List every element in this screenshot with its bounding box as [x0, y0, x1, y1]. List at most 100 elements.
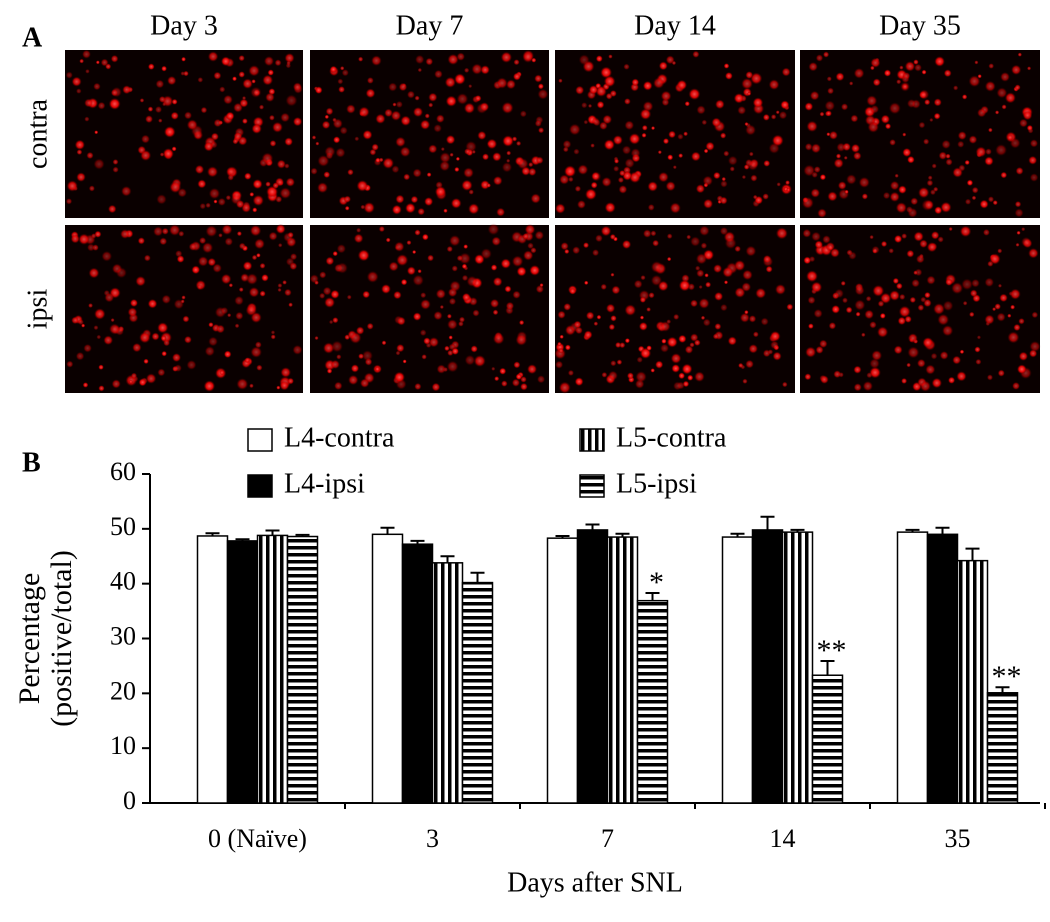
cell [804, 142, 813, 151]
cell [559, 334, 564, 339]
cell [445, 95, 457, 107]
cell [324, 114, 330, 120]
cell [564, 248, 570, 255]
cell [575, 326, 583, 335]
cell [692, 50, 700, 58]
cell [428, 337, 439, 348]
cell [174, 364, 182, 373]
cell [447, 53, 459, 66]
cell [325, 256, 335, 266]
cell [902, 71, 911, 80]
cell [583, 119, 589, 125]
cell [391, 204, 402, 215]
cell [197, 179, 207, 189]
cell [574, 185, 582, 192]
cell [974, 60, 979, 65]
cell [259, 262, 266, 269]
cell [362, 290, 371, 299]
cell [986, 374, 994, 381]
cell [487, 223, 500, 236]
cell [227, 174, 234, 181]
cell [982, 228, 990, 236]
cell [933, 112, 941, 120]
cell [853, 383, 862, 392]
cell [853, 67, 865, 79]
cell [208, 336, 218, 347]
cell [786, 303, 794, 311]
cell [250, 312, 262, 324]
cell [468, 189, 474, 195]
cell [715, 99, 725, 110]
cell [328, 319, 334, 325]
cell [332, 250, 338, 257]
cell [695, 184, 705, 194]
cell [111, 379, 121, 389]
cell [568, 176, 574, 183]
cell [1021, 227, 1026, 232]
cell [590, 143, 595, 148]
cell [842, 297, 848, 304]
cell [238, 54, 245, 62]
cell [336, 354, 342, 360]
y-axis-label: (positive/total) [45, 550, 78, 727]
cell [917, 304, 925, 312]
cell [420, 119, 431, 130]
row-label: contra [22, 98, 53, 169]
cell [827, 87, 835, 95]
cell [448, 297, 457, 306]
cell [147, 298, 158, 309]
cell [646, 345, 652, 351]
cell [616, 359, 623, 366]
cell [287, 377, 294, 385]
cell [719, 196, 728, 205]
cell [443, 208, 448, 214]
cell [203, 380, 216, 392]
cell [147, 63, 155, 71]
cell [720, 180, 728, 188]
cell [396, 316, 406, 326]
cell [924, 99, 931, 106]
cell [213, 71, 222, 80]
cell [265, 181, 271, 187]
cell [854, 299, 866, 311]
cell [513, 361, 521, 369]
cell [494, 376, 500, 382]
cell [461, 263, 468, 270]
cell [782, 381, 788, 388]
cell [687, 374, 694, 381]
cell [218, 233, 223, 238]
cell [595, 234, 603, 243]
cell [724, 71, 733, 80]
cell [228, 283, 234, 288]
cell [1029, 173, 1039, 182]
cell [311, 135, 317, 140]
cell [272, 121, 283, 133]
cell [415, 54, 425, 65]
bar [781, 531, 814, 804]
cell [292, 116, 303, 127]
cell [1014, 200, 1022, 208]
cell [895, 282, 903, 290]
cell [770, 340, 779, 350]
cell [572, 246, 581, 255]
cell [96, 334, 102, 340]
cell [181, 295, 186, 300]
cell [720, 303, 728, 312]
cell [985, 148, 992, 156]
cell [309, 274, 319, 284]
cell [975, 358, 982, 365]
cell [147, 106, 154, 112]
cell [901, 377, 908, 384]
error-bar [585, 523, 600, 530]
cell [1006, 134, 1014, 141]
cell [199, 237, 207, 245]
cell [477, 130, 487, 141]
cell [220, 273, 232, 285]
cell [837, 181, 847, 190]
cell [395, 194, 405, 204]
significance-label: ** [817, 634, 847, 667]
cell [204, 346, 215, 357]
cell [635, 371, 647, 383]
cell [737, 105, 747, 115]
cell [138, 378, 147, 387]
